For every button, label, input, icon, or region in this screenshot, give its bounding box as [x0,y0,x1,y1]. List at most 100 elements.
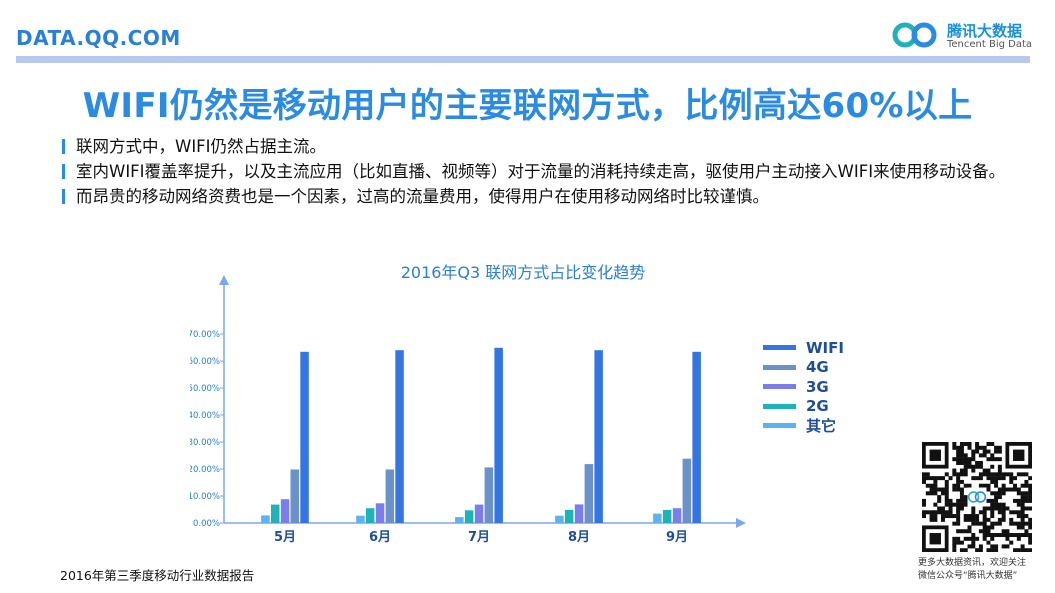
qr-module [967,464,972,469]
qr-module [994,472,999,477]
qr-module [1024,498,1029,503]
qr-module [963,548,968,552]
qr-module [971,533,976,538]
qr-module [1020,502,1025,507]
qr-module [994,495,999,500]
qr-module [986,506,991,511]
qr-module [1028,476,1032,481]
qr-module [1020,525,1025,530]
qr-code [922,442,1032,552]
qr-module [986,457,991,462]
qr-module [959,548,964,552]
qr-module [971,449,976,454]
brand-name-en: Tencent Big Data [947,39,1033,50]
qr-module [937,487,942,492]
bar-其它 [555,515,564,523]
qr-module [1016,502,1021,507]
qr-module [990,457,995,462]
qr-logo-icon [967,491,980,503]
qr-module [940,506,945,511]
legend-swatch [763,384,796,390]
site-url: DATA.QQ.COM [16,26,181,50]
legend-item: 2G [763,397,883,417]
qr-module [978,460,983,465]
qr-module [1013,498,1018,503]
qr-module [1020,548,1025,552]
qr-module [978,453,983,458]
qr-module [952,536,957,541]
qr-finder-center [929,533,941,545]
qr-module [940,510,945,515]
qr-module [933,479,938,484]
y-tick-label: 20.00% [190,465,220,475]
qr-module [990,472,995,477]
bar-WIFI [594,350,603,523]
legend-label: 其它 [806,417,837,436]
qr-module [990,525,995,530]
qr-module [929,491,934,496]
qr-module [990,498,995,503]
bullet-item: 室内WIFI覆盖率提升，以及主流应用（比如直播、视频等）对于流量的消耗持续走高，… [62,159,1022,184]
qr-module [1001,472,1006,477]
qr-module [948,502,953,507]
qr-caption-line: 更多大数据资讯，欢迎关注 [918,558,1027,568]
qr-module [963,495,968,500]
qr-module [963,483,968,488]
qr-module [1005,506,1010,511]
qr-module [994,498,999,503]
qr-module [997,476,1002,481]
qr-finder-center [1013,449,1025,461]
qr-module [967,457,972,462]
qr-module [978,445,983,450]
qr-module [1001,510,1006,515]
qr-module [959,460,964,465]
qr-module [971,453,976,458]
qr-module [978,464,983,469]
qr-module [978,529,983,534]
bar-WIFI [300,351,309,523]
qr-module [1013,521,1018,526]
qr-module [982,510,987,515]
qr-module [982,445,987,450]
qr-module [967,483,972,488]
qr-module [952,521,957,526]
qr-module [1005,536,1010,541]
qr-module [952,468,957,473]
qr-module [940,514,945,519]
qr-module [967,529,972,534]
qr-module [971,514,976,519]
qr-module [944,487,949,492]
legend-swatch [763,345,796,351]
qr-module [982,506,987,511]
legend-swatch [763,364,796,370]
qr-module [948,476,953,481]
qr-module [1024,483,1029,488]
legend-label: 4G [806,358,829,377]
qr-module [1009,487,1014,492]
qr-module [990,548,995,552]
qr-module [963,498,968,503]
y-tick-label: 60.00% [190,357,220,367]
qr-module [971,536,976,541]
qr-module [967,517,972,522]
bar-chart: 2016年Q3 联网方式占比变化趋势 0.00% 10.00% 20.00% 30.0… [190,263,746,545]
qr-module [1016,498,1021,503]
legend-label: 3G [806,377,829,396]
qr-module [1020,544,1025,549]
legend-item: 其它 [763,416,883,436]
qr-module [1016,472,1021,477]
qr-module [925,483,930,488]
x-tick-label: 9月 [666,530,688,545]
qr-module [944,502,949,507]
x-axis-arrow-icon [736,518,746,528]
qr-module [948,510,953,515]
qr-module [1028,506,1032,511]
qr-module [997,502,1002,507]
qr-module [986,498,991,503]
qr-module [1028,495,1032,500]
qr-module [952,472,957,477]
qr-module [959,506,964,511]
qr-module [990,502,995,507]
qr-module [956,521,961,526]
bullet-marker-icon [62,139,65,154]
